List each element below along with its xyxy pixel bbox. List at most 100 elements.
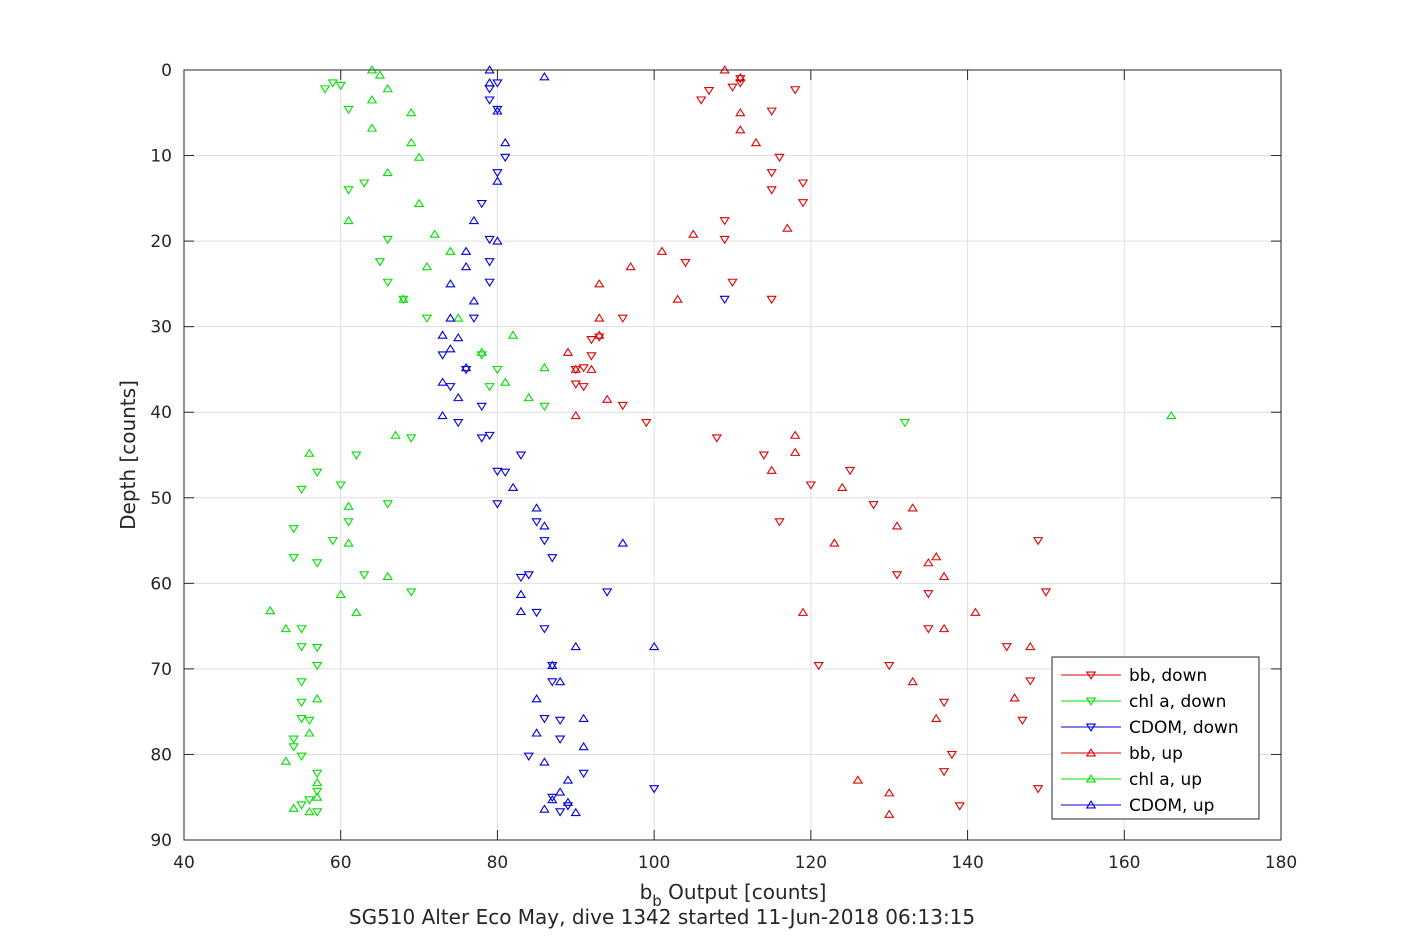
point-bb-down: [719, 235, 730, 245]
point-chl-a-down: [296, 801, 307, 810]
point-chl-a-up: [476, 347, 487, 356]
point-cdom-down: [539, 537, 550, 546]
point-bb-up: [884, 809, 895, 818]
point-cdom-down: [554, 735, 566, 744]
point-cdom-up: [445, 279, 456, 288]
point-chl-a-up: [304, 806, 315, 816]
point-chl-a-down: [484, 383, 495, 392]
point-chl-a-down: [288, 743, 299, 752]
point-cdom-up: [437, 377, 448, 386]
point-bb-up: [656, 246, 668, 255]
point-cdom-down: [468, 314, 480, 323]
point-bb-up: [1025, 641, 1036, 651]
point-cdom-down: [484, 235, 495, 245]
point-chl-a-down: [296, 715, 307, 724]
point-bb-down: [586, 336, 597, 345]
y-axis-label: Depth [counts]: [116, 380, 140, 530]
point-bb-down: [813, 661, 824, 671]
x-axis-label-rest: Output [counts]: [662, 880, 827, 904]
point-chl-a-up: [453, 313, 464, 322]
point-cdom-up: [539, 72, 550, 81]
point-chl-a-up: [280, 756, 292, 765]
y-tick-label: 0: [161, 61, 172, 81]
point-bb-down: [844, 466, 856, 476]
legend-marker-bb-up: [1085, 748, 1097, 757]
point-chl-a-down: [343, 518, 354, 527]
point-chl-a-up: [539, 362, 550, 372]
point-chl-a-up: [406, 137, 417, 147]
x-tick-label: 60: [330, 853, 352, 873]
point-bb-down: [789, 86, 801, 95]
point-chl-a-up: [343, 215, 354, 225]
point-cdom-down: [719, 295, 730, 305]
x-axis-label: bb Output [counts]: [640, 880, 827, 910]
point-bb-down: [891, 571, 903, 580]
point-cdom-up: [570, 807, 581, 817]
y-tick-label: 20: [150, 232, 172, 252]
point-chl-a-down: [296, 752, 307, 761]
point-bb-down: [578, 383, 589, 392]
legend-marker-chl-a-down: [1085, 697, 1097, 706]
point-cdom-up: [554, 787, 566, 796]
x-tick-label: 140: [951, 853, 983, 873]
y-tick-label: 60: [150, 574, 172, 594]
point-bb-down: [797, 179, 809, 188]
point-chl-a-up: [421, 261, 433, 271]
point-cdom-down: [515, 573, 527, 583]
point-chl-a-down: [312, 769, 323, 779]
point-bb-down: [1032, 537, 1044, 546]
point-cdom-up: [539, 804, 550, 813]
point-bb-down: [727, 278, 738, 287]
point-chl-a-down: [288, 525, 299, 534]
point-cdom-up: [617, 538, 628, 547]
point-bb-down: [735, 75, 746, 84]
point-cdom-down: [500, 153, 511, 163]
point-chl-a-up: [304, 448, 315, 457]
point-chl-a-up: [312, 792, 323, 801]
point-cdom-down: [578, 769, 589, 779]
point-cdom-down: [554, 808, 566, 817]
point-cdom-up: [531, 503, 542, 512]
point-chl-a-up: [382, 167, 393, 177]
point-chl-a-down: [359, 179, 370, 188]
point-bb-down: [1032, 785, 1044, 794]
legend-label-bb-down: bb, down: [1129, 666, 1207, 686]
point-bb-down: [641, 418, 652, 428]
x-axis-label-main: b: [640, 880, 653, 904]
point-cdom-down: [539, 715, 550, 724]
point-bb-up: [594, 279, 605, 288]
y-tick-label: 90: [150, 831, 172, 851]
point-bb-up: [789, 430, 801, 439]
point-bb-up: [789, 447, 801, 456]
point-bb-down: [766, 186, 777, 195]
point-chl-a-down: [296, 625, 307, 634]
point-chl-a-down: [288, 554, 299, 563]
point-chl-a-up: [1166, 410, 1177, 420]
point-chl-a-down: [312, 787, 323, 797]
point-cdom-up: [492, 176, 503, 185]
point-bb-up: [570, 364, 581, 373]
point-cdom-down: [476, 402, 487, 412]
point-chl-a-down: [312, 644, 323, 653]
point-bb-up: [601, 394, 613, 403]
point-cdom-up: [460, 261, 472, 271]
point-chl-a-up: [366, 123, 378, 132]
point-cdom-up: [515, 589, 527, 598]
point-cdom-down: [437, 351, 448, 360]
plot-frame: [183, 69, 1282, 841]
point-cdom-up: [578, 741, 589, 751]
point-bb-up: [938, 623, 950, 633]
point-cdom-up: [484, 78, 495, 87]
point-chl-a-up: [280, 623, 292, 633]
point-bb-down: [617, 314, 628, 323]
point-chl-a-up: [413, 152, 425, 161]
point-cdom-up: [468, 296, 480, 305]
point-bb-up: [672, 294, 683, 303]
point-bb-down: [719, 217, 730, 226]
point-bb-down: [703, 87, 715, 96]
legend-label-chl-a-up: chl a, up: [1129, 770, 1202, 790]
point-cdom-down: [484, 258, 495, 267]
point-chl-a-up: [265, 605, 276, 615]
point-cdom-down: [539, 625, 550, 634]
